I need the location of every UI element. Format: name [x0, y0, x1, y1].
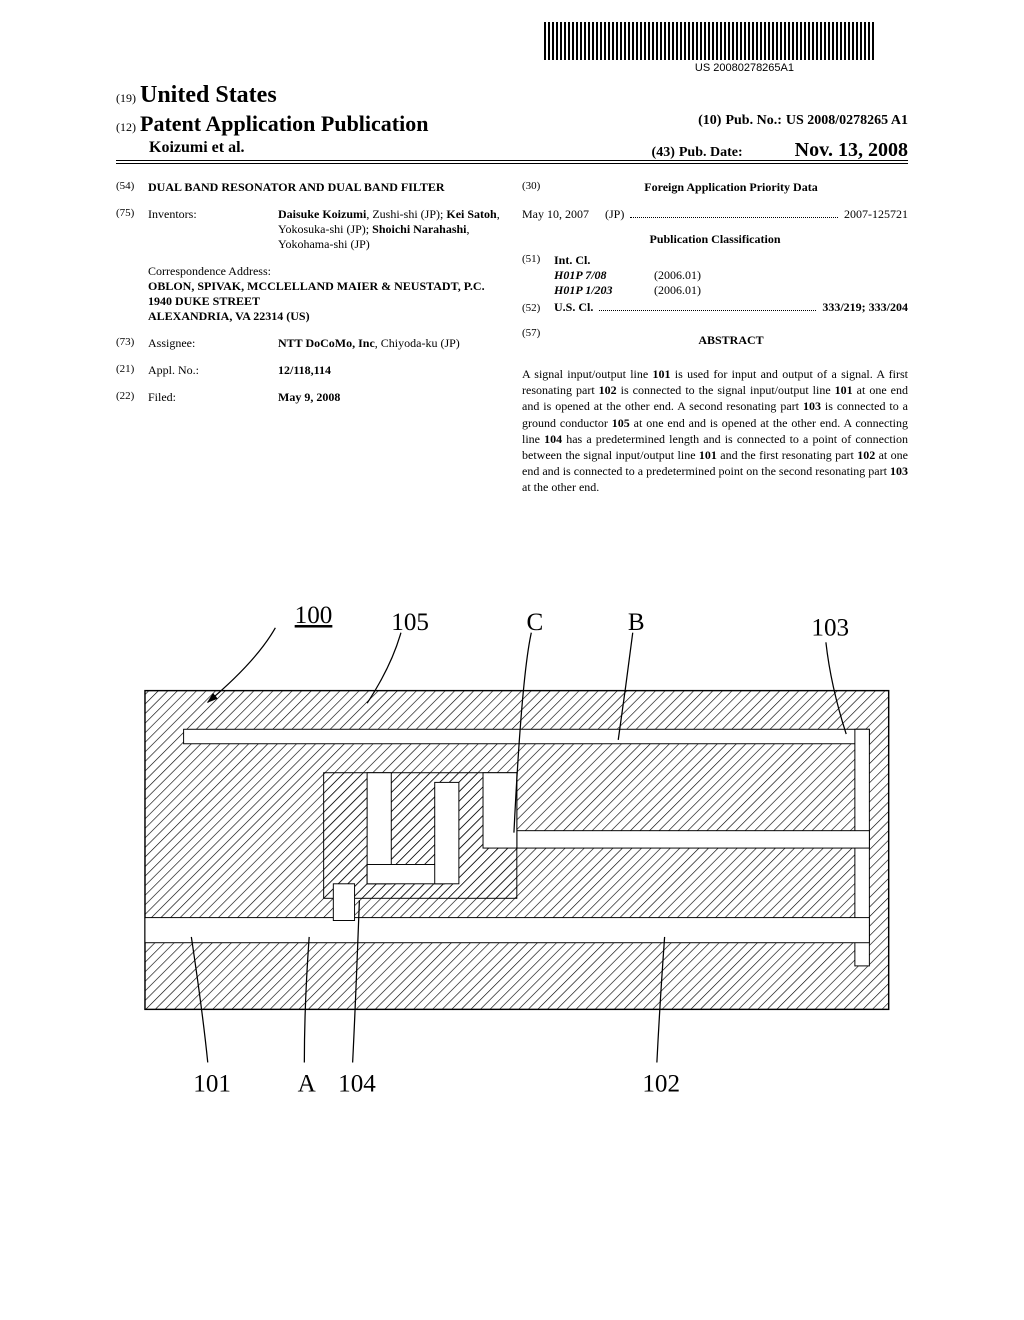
fig-label-a: A [298, 1070, 316, 1097]
fig-label-104: 104 [338, 1070, 376, 1097]
filed-label: Filed: [148, 390, 278, 405]
authors: Koizumi et al. [116, 139, 245, 162]
pubno-label: Pub. No.: [725, 113, 781, 128]
barcode-text: US 20080278265A1 [695, 62, 794, 74]
pub-label: Patent Application Publication [140, 111, 428, 136]
dotted-line [630, 208, 838, 218]
inventor-loc: Yokosuka-shi (JP) [278, 222, 366, 236]
abstract-tag: (57) [522, 327, 554, 354]
fig-label-101: 101 [193, 1070, 231, 1097]
intcl-tag: (51) [522, 253, 554, 298]
pubno-value: US 2008/0278265 A1 [786, 113, 908, 128]
divider [116, 160, 908, 164]
filed-value: May 9, 2008 [278, 390, 502, 405]
figure-svg: 100 105 C B 103 101 A 104 102 [116, 570, 908, 1130]
correspondence-line: 1940 DUKE STREET [148, 294, 502, 309]
inventor-loc: Zushi-shi (JP) [372, 207, 440, 221]
foreign-tag: (30) [522, 180, 554, 195]
invention-title: DUAL BAND RESONATOR AND DUAL BAND FILTER [148, 180, 502, 195]
dotted-line [599, 301, 816, 311]
intcl-code: H01P 7/08 [554, 268, 654, 283]
foreign-cc: (JP) [605, 207, 624, 222]
inventor-name: Kei Satoh [446, 207, 496, 221]
fig-label-100: 100 [295, 602, 333, 629]
intcl-label: Int. Cl. [554, 253, 908, 268]
pub-classification-label: Publication Classification [522, 232, 908, 247]
assignee-tag: (73) [116, 336, 148, 351]
assignee-name: NTT DoCoMo, Inc [278, 336, 375, 350]
abstract-label: ABSTRACT [554, 333, 908, 348]
figure: 100 105 C B 103 101 A 104 102 [116, 570, 908, 1130]
uscl-tag: (52) [522, 302, 554, 314]
pubdate-label: Pub. Date: [679, 145, 743, 160]
barcode [544, 22, 874, 60]
pub-tag: (12) [116, 120, 136, 134]
applno-label: Appl. No.: [148, 363, 278, 378]
uscl-label: U.S. Cl. [554, 300, 593, 315]
right-column: (30) Foreign Application Priority Data M… [522, 180, 908, 496]
pubno-tag: (10) [698, 113, 721, 128]
assignee-loc: Chiyoda-ku (JP) [381, 336, 460, 350]
intcl-year: (2006.01) [654, 268, 701, 283]
fig-label-105: 105 [391, 609, 429, 636]
abstract-text: A signal input/output line 101 is used f… [522, 366, 908, 496]
inventors-list: Daisuke Koizumi, Zushi-shi (JP); Kei Sat… [278, 207, 502, 252]
foreign-label: Foreign Application Priority Data [554, 180, 908, 195]
inventor-name: Shoichi Narahashi [372, 222, 466, 236]
assignee-value: NTT DoCoMo, Inc, Chiyoda-ku (JP) [278, 336, 502, 351]
pubdate-value: Nov. 13, 2008 [795, 139, 908, 161]
intcl-code: H01P 1/203 [554, 283, 654, 298]
pubdate-tag: (43) [652, 145, 675, 160]
inventor-name: Daisuke Koizumi [278, 207, 366, 221]
correspondence-line: ALEXANDRIA, VA 22314 (US) [148, 309, 502, 324]
inventors-label: Inventors: [148, 207, 278, 252]
correspondence-line: OBLON, SPIVAK, MCCLELLAND MAIER & NEUSTA… [148, 279, 502, 294]
applno-value: 12/118,114 [278, 363, 502, 378]
left-column: (54) DUAL BAND RESONATOR AND DUAL BAND F… [116, 180, 502, 496]
foreign-date: May 10, 2007 [522, 207, 589, 222]
fig-label-103: 103 [811, 615, 849, 642]
fig-label-c: C [526, 609, 543, 636]
fig-label-102: 102 [642, 1070, 680, 1097]
title-tag: (54) [116, 180, 148, 195]
filed-tag: (22) [116, 390, 148, 405]
applno-tag: (21) [116, 363, 148, 378]
fig-label-b: B [628, 609, 645, 636]
foreign-num: 2007-125721 [844, 207, 908, 222]
assignee-label: Assignee: [148, 336, 278, 351]
country-name: United States [140, 82, 277, 108]
uscl-value: 333/219; 333/204 [822, 300, 908, 315]
country-tag: (19) [116, 91, 136, 105]
header: (19) United States (12) Patent Applicati… [116, 82, 908, 162]
inventors-tag: (75) [116, 207, 148, 252]
inventor-loc: Yokohama-shi (JP) [278, 237, 370, 251]
correspondence-label: Correspondence Address: [148, 264, 502, 279]
intcl-year: (2006.01) [654, 283, 701, 298]
